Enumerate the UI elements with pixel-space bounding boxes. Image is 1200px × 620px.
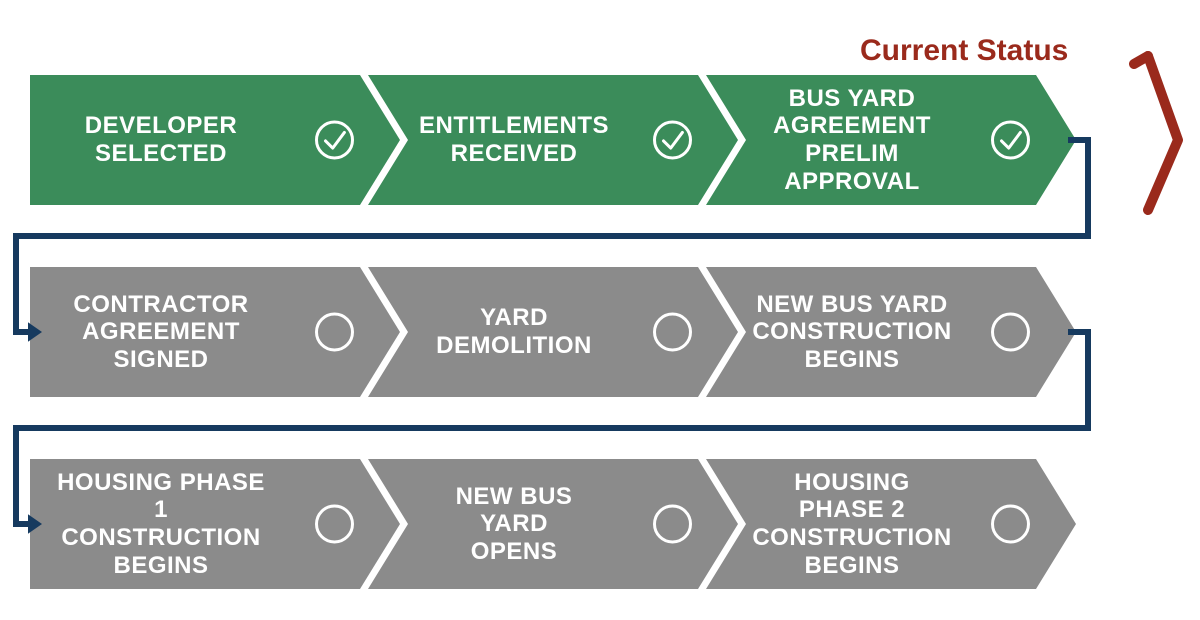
current-status-label: Current Status [860,34,1068,68]
step-label: HOUSING PHASE 2CONSTRUCTIONBEGINS [752,469,951,579]
empty-circle-icon [653,505,692,544]
step-label: ENTITLEMENTSRECEIVED [419,112,609,167]
empty-circle-icon [991,313,1030,352]
step-body: NEW BUS YARDOPENS [408,459,654,589]
step-r1-2: ENTITLEMENTSRECEIVED [368,75,738,205]
process-row-2: CONTRACTORAGREEMENTSIGNED YARDDEMOLITION N… [30,267,1076,397]
check-circle-icon [653,121,692,160]
step-r3-3: HOUSING PHASE 2CONSTRUCTIONBEGINS [706,459,1076,589]
step-body: DEVELOPERSELECTED [40,75,316,205]
empty-circle-icon [315,313,354,352]
step-r3-1: HOUSING PHASE 1CONSTRUCTIONBEGINS [30,459,400,589]
step-r1-3: BUS YARDAGREEMENTPRELIM APPROVAL [706,75,1076,205]
step-body: HOUSING PHASE 2CONSTRUCTIONBEGINS [746,459,992,589]
step-label: YARDDEMOLITION [436,304,592,359]
step-r2-2: YARDDEMOLITION [368,267,738,397]
process-row-3: HOUSING PHASE 1CONSTRUCTIONBEGINS NEW BUS… [30,459,1076,589]
step-label: CONTRACTORAGREEMENTSIGNED [73,291,248,374]
process-row-1: DEVELOPERSELECTED ENTITLEMENTSRECEIVED BUS… [30,75,1076,205]
check-circle-icon [315,121,354,160]
step-r3-2: NEW BUS YARDOPENS [368,459,738,589]
step-body: HOUSING PHASE 1CONSTRUCTIONBEGINS [40,459,316,589]
empty-circle-icon [315,505,354,544]
step-r2-1: CONTRACTORAGREEMENTSIGNED [30,267,400,397]
step-body: CONTRACTORAGREEMENTSIGNED [40,267,316,397]
step-r2-3: NEW BUS YARDCONSTRUCTIONBEGINS [706,267,1076,397]
check-circle-icon [991,121,1030,160]
step-body: YARDDEMOLITION [408,267,654,397]
step-label: NEW BUS YARDOPENS [424,483,604,566]
step-r1-1: DEVELOPERSELECTED [30,75,400,205]
process-flow-canvas: DEVELOPERSELECTED ENTITLEMENTSRECEIVED BUS… [0,0,1200,620]
empty-circle-icon [991,505,1030,544]
step-body: BUS YARDAGREEMENTPRELIM APPROVAL [746,75,992,205]
empty-circle-icon [653,313,692,352]
step-body: ENTITLEMENTSRECEIVED [408,75,654,205]
step-label: HOUSING PHASE 1CONSTRUCTIONBEGINS [56,469,266,579]
step-body: NEW BUS YARDCONSTRUCTIONBEGINS [746,267,992,397]
step-label: BUS YARDAGREEMENTPRELIM APPROVAL [762,85,942,195]
step-label: DEVELOPERSELECTED [85,112,238,167]
step-label: NEW BUS YARDCONSTRUCTIONBEGINS [752,291,951,374]
